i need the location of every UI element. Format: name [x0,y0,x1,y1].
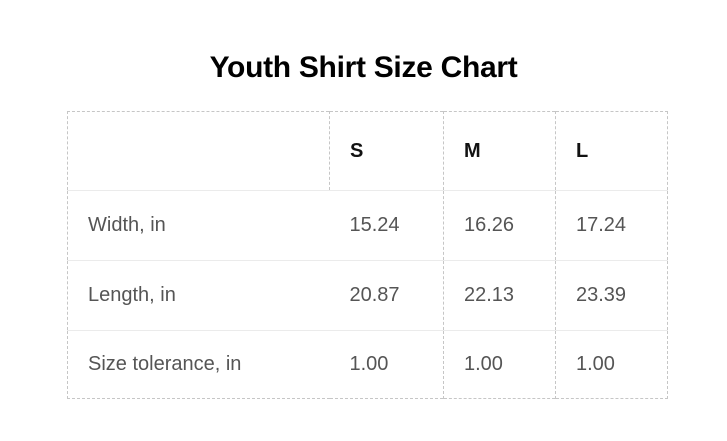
cell-value: 16.26 [443,190,556,261]
cell-value: 22.13 [443,260,556,331]
table-row-width: Width, in 15.24 16.26 17.24 [67,190,668,261]
cell-value: 15.24 [329,190,444,261]
column-header-m: M [443,111,556,191]
cell-value: 1.00 [555,330,668,399]
table-row-size-tolerance: Size tolerance, in 1.00 1.00 1.00 [67,330,668,399]
size-chart-table: S M L Width, in 15.24 16.26 17.24 Length… [67,111,668,399]
cell-value: 23.39 [555,260,668,331]
cell-value: 1.00 [443,330,556,399]
page-title: Youth Shirt Size Chart [209,51,518,84]
column-header-l: L [555,111,668,191]
row-label: Width, in [67,190,330,261]
row-label: Size tolerance, in [67,330,330,399]
cell-value: 17.24 [555,190,668,261]
corner-cell [68,112,330,191]
column-header-s: S [329,111,444,191]
table-row-length: Length, in 20.87 22.13 23.39 [67,260,668,331]
header-row: S M L [68,111,668,191]
row-label: Length, in [67,260,330,331]
cell-value: 20.87 [329,260,444,331]
cell-value: 1.00 [329,330,444,399]
